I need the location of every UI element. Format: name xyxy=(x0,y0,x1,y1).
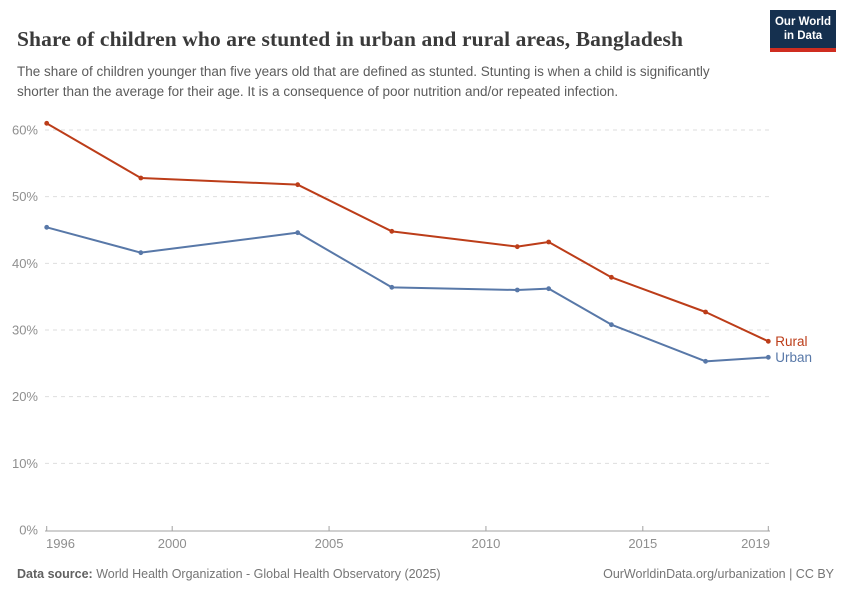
y-axis-tick-label: 60% xyxy=(12,123,38,138)
rural-point xyxy=(295,182,301,188)
rural-line xyxy=(45,122,770,343)
urban-point xyxy=(765,354,771,360)
x-axis-tick-label: 2010 xyxy=(471,536,500,551)
rural-point xyxy=(389,228,395,234)
owid-logo-line2: in Data xyxy=(783,30,823,43)
x-axis-tick-label: 2000 xyxy=(158,536,187,551)
chart-subtitle: The share of children younger than five … xyxy=(17,63,710,99)
x-axis-tick-label: 1996 xyxy=(46,536,75,551)
data-source-text: World Health Organization - Global Healt… xyxy=(92,567,441,581)
x-axis-tick-label: 2015 xyxy=(628,536,657,551)
y-axis-tick-label: 50% xyxy=(12,189,38,204)
rural-point xyxy=(44,120,50,126)
y-axis-tick-label: 10% xyxy=(12,456,38,471)
owid-logo-bar xyxy=(770,47,836,52)
chart-footer: Data source: World Health Organization -… xyxy=(17,567,834,581)
urban-point xyxy=(138,250,144,256)
urban-point xyxy=(389,284,395,290)
data-source: Data source: World Health Organization -… xyxy=(17,567,441,581)
urban-series-label: Urban xyxy=(775,350,812,365)
x-axis-tick-label: 2005 xyxy=(315,536,344,551)
y-axis-tick-label: 0% xyxy=(19,523,38,538)
owid-logo: Our World in Data xyxy=(770,10,836,52)
urban-point xyxy=(546,286,552,292)
rural-point xyxy=(514,244,520,250)
rural-point xyxy=(546,239,552,245)
data-source-label: Data source: xyxy=(17,567,93,581)
urban-point xyxy=(703,358,708,364)
rural-point xyxy=(765,338,771,344)
x-axis-tick-label: 2019 xyxy=(741,536,770,551)
y-axis-tick-label: 40% xyxy=(12,256,38,271)
urban-point xyxy=(514,287,520,293)
rural-point xyxy=(609,274,614,280)
footer-link[interactable]: OurWorldinData.org/urbanization | CC BY xyxy=(603,567,834,581)
chart-title: Share of children who are stunted in urb… xyxy=(17,27,684,52)
y-axis-tick-label: 30% xyxy=(12,323,38,338)
urban-point xyxy=(609,322,614,328)
rural-point xyxy=(138,175,144,181)
rural-series-label: Rural xyxy=(775,334,807,349)
urban-point xyxy=(44,224,50,230)
owid-logo-box: Our World in Data xyxy=(770,10,836,48)
y-axis-tick-label: 20% xyxy=(12,389,38,404)
owid-logo-line1: Our World xyxy=(774,16,831,28)
rural-point xyxy=(703,309,708,315)
urban-point xyxy=(295,230,301,236)
